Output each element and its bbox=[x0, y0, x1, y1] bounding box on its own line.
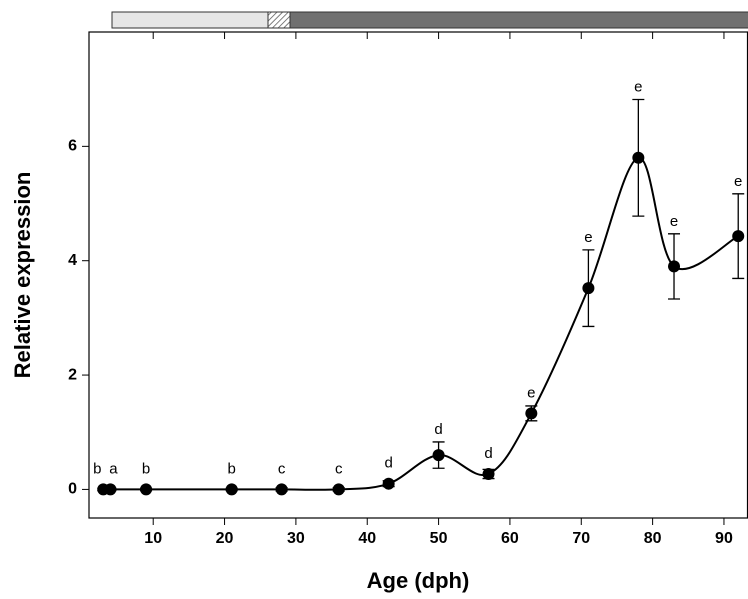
data-point bbox=[225, 483, 238, 496]
x-tick-label: 20 bbox=[216, 530, 234, 547]
significance-label: e bbox=[527, 384, 535, 401]
y-axis-label: Relative expression bbox=[10, 172, 35, 379]
data-point bbox=[582, 282, 595, 295]
x-tick-label: 40 bbox=[358, 530, 376, 547]
data-point bbox=[668, 260, 681, 273]
y-tick-label: 2 bbox=[68, 366, 77, 383]
x-tick-label: 70 bbox=[572, 530, 590, 547]
data-point bbox=[382, 477, 395, 490]
data-point bbox=[104, 483, 117, 496]
line bbox=[103, 156, 739, 491]
stage-bar bbox=[267, 11, 291, 29]
significance-label: d bbox=[434, 421, 442, 438]
stage-bar bbox=[111, 11, 269, 29]
significance-label: e bbox=[734, 173, 742, 190]
significance-label: e bbox=[584, 229, 592, 246]
stage-bar bbox=[289, 11, 748, 29]
x-tick-label: 90 bbox=[715, 530, 733, 547]
y-tick-label: 0 bbox=[68, 481, 77, 498]
significance-label: a bbox=[109, 460, 118, 477]
data-point bbox=[140, 483, 153, 496]
x-tick-label: 80 bbox=[644, 530, 662, 547]
significance-label: e bbox=[670, 213, 678, 230]
significance-label: d bbox=[484, 445, 492, 462]
significance-label: e bbox=[634, 78, 642, 95]
x-tick-label: 60 bbox=[501, 530, 519, 547]
x-axis-label: Age (dph) bbox=[367, 568, 470, 593]
significance-label: d bbox=[384, 455, 392, 472]
significance-label: c bbox=[335, 460, 343, 477]
y-tick-label: 4 bbox=[68, 252, 77, 269]
plot-frame bbox=[88, 31, 748, 519]
data-point bbox=[432, 449, 445, 462]
data-point bbox=[482, 467, 495, 480]
data-point bbox=[632, 151, 645, 164]
data-point bbox=[732, 230, 745, 243]
x-tick-label: 10 bbox=[144, 530, 162, 547]
x-tick-label: 30 bbox=[287, 530, 305, 547]
data-point bbox=[525, 407, 538, 420]
data-point bbox=[332, 483, 345, 496]
y-tick-label: 6 bbox=[68, 138, 77, 155]
x-tick-label: 50 bbox=[430, 530, 448, 547]
significance-label: b bbox=[142, 460, 150, 477]
significance-label: b bbox=[93, 460, 101, 477]
data-point bbox=[275, 483, 288, 496]
significance-label: b bbox=[228, 460, 236, 477]
significance-label: c bbox=[278, 460, 286, 477]
